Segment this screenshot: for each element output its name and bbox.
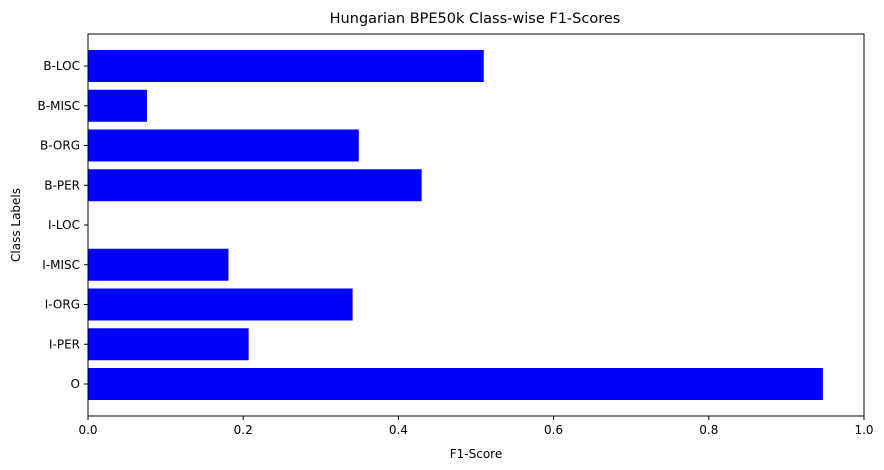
bar-i-per — [88, 328, 249, 361]
bar-b-loc — [88, 50, 484, 82]
bar-b-misc — [88, 89, 147, 122]
y-tick-label: B-LOC — [43, 59, 80, 73]
x-tick-label: 0.0 — [78, 423, 97, 437]
y-tick-label: O — [71, 377, 80, 391]
y-tick-label: B-PER — [44, 178, 80, 192]
bar-o — [88, 368, 823, 400]
y-tick-label: I-LOC — [48, 218, 80, 232]
x-axis: 0.0 0.2 0.4 0.6 0.8 1.0 — [78, 416, 874, 437]
chart-title: Hungarian BPE50k Class-wise F1-Scores — [330, 11, 621, 27]
y-tick-label: I-ORG — [45, 298, 80, 312]
x-tick-label: 0.8 — [699, 423, 718, 437]
bar-i-misc — [88, 248, 229, 281]
bars-group — [88, 50, 823, 400]
y-axis-title: Class Labels — [9, 188, 23, 262]
y-tick-label: I-MISC — [42, 258, 80, 272]
x-tick-label: 0.4 — [389, 423, 408, 437]
x-tick-label: 0.2 — [234, 423, 253, 437]
x-axis-title: F1-Score — [450, 447, 502, 461]
bar-b-per — [88, 169, 422, 202]
y-axis: B-LOC B-MISC B-ORG B-PER I-LOC I-MISC I-ORG I-P… — [38, 59, 88, 391]
x-tick-label: 0.6 — [544, 423, 563, 437]
x-tick-label: 1.0 — [854, 423, 873, 437]
y-tick-label: B-MISC — [38, 99, 80, 113]
bar-b-org — [88, 129, 359, 162]
y-tick-label: I-PER — [49, 337, 80, 351]
bar-i-org — [88, 288, 353, 321]
y-tick-label: B-ORG — [40, 139, 80, 153]
